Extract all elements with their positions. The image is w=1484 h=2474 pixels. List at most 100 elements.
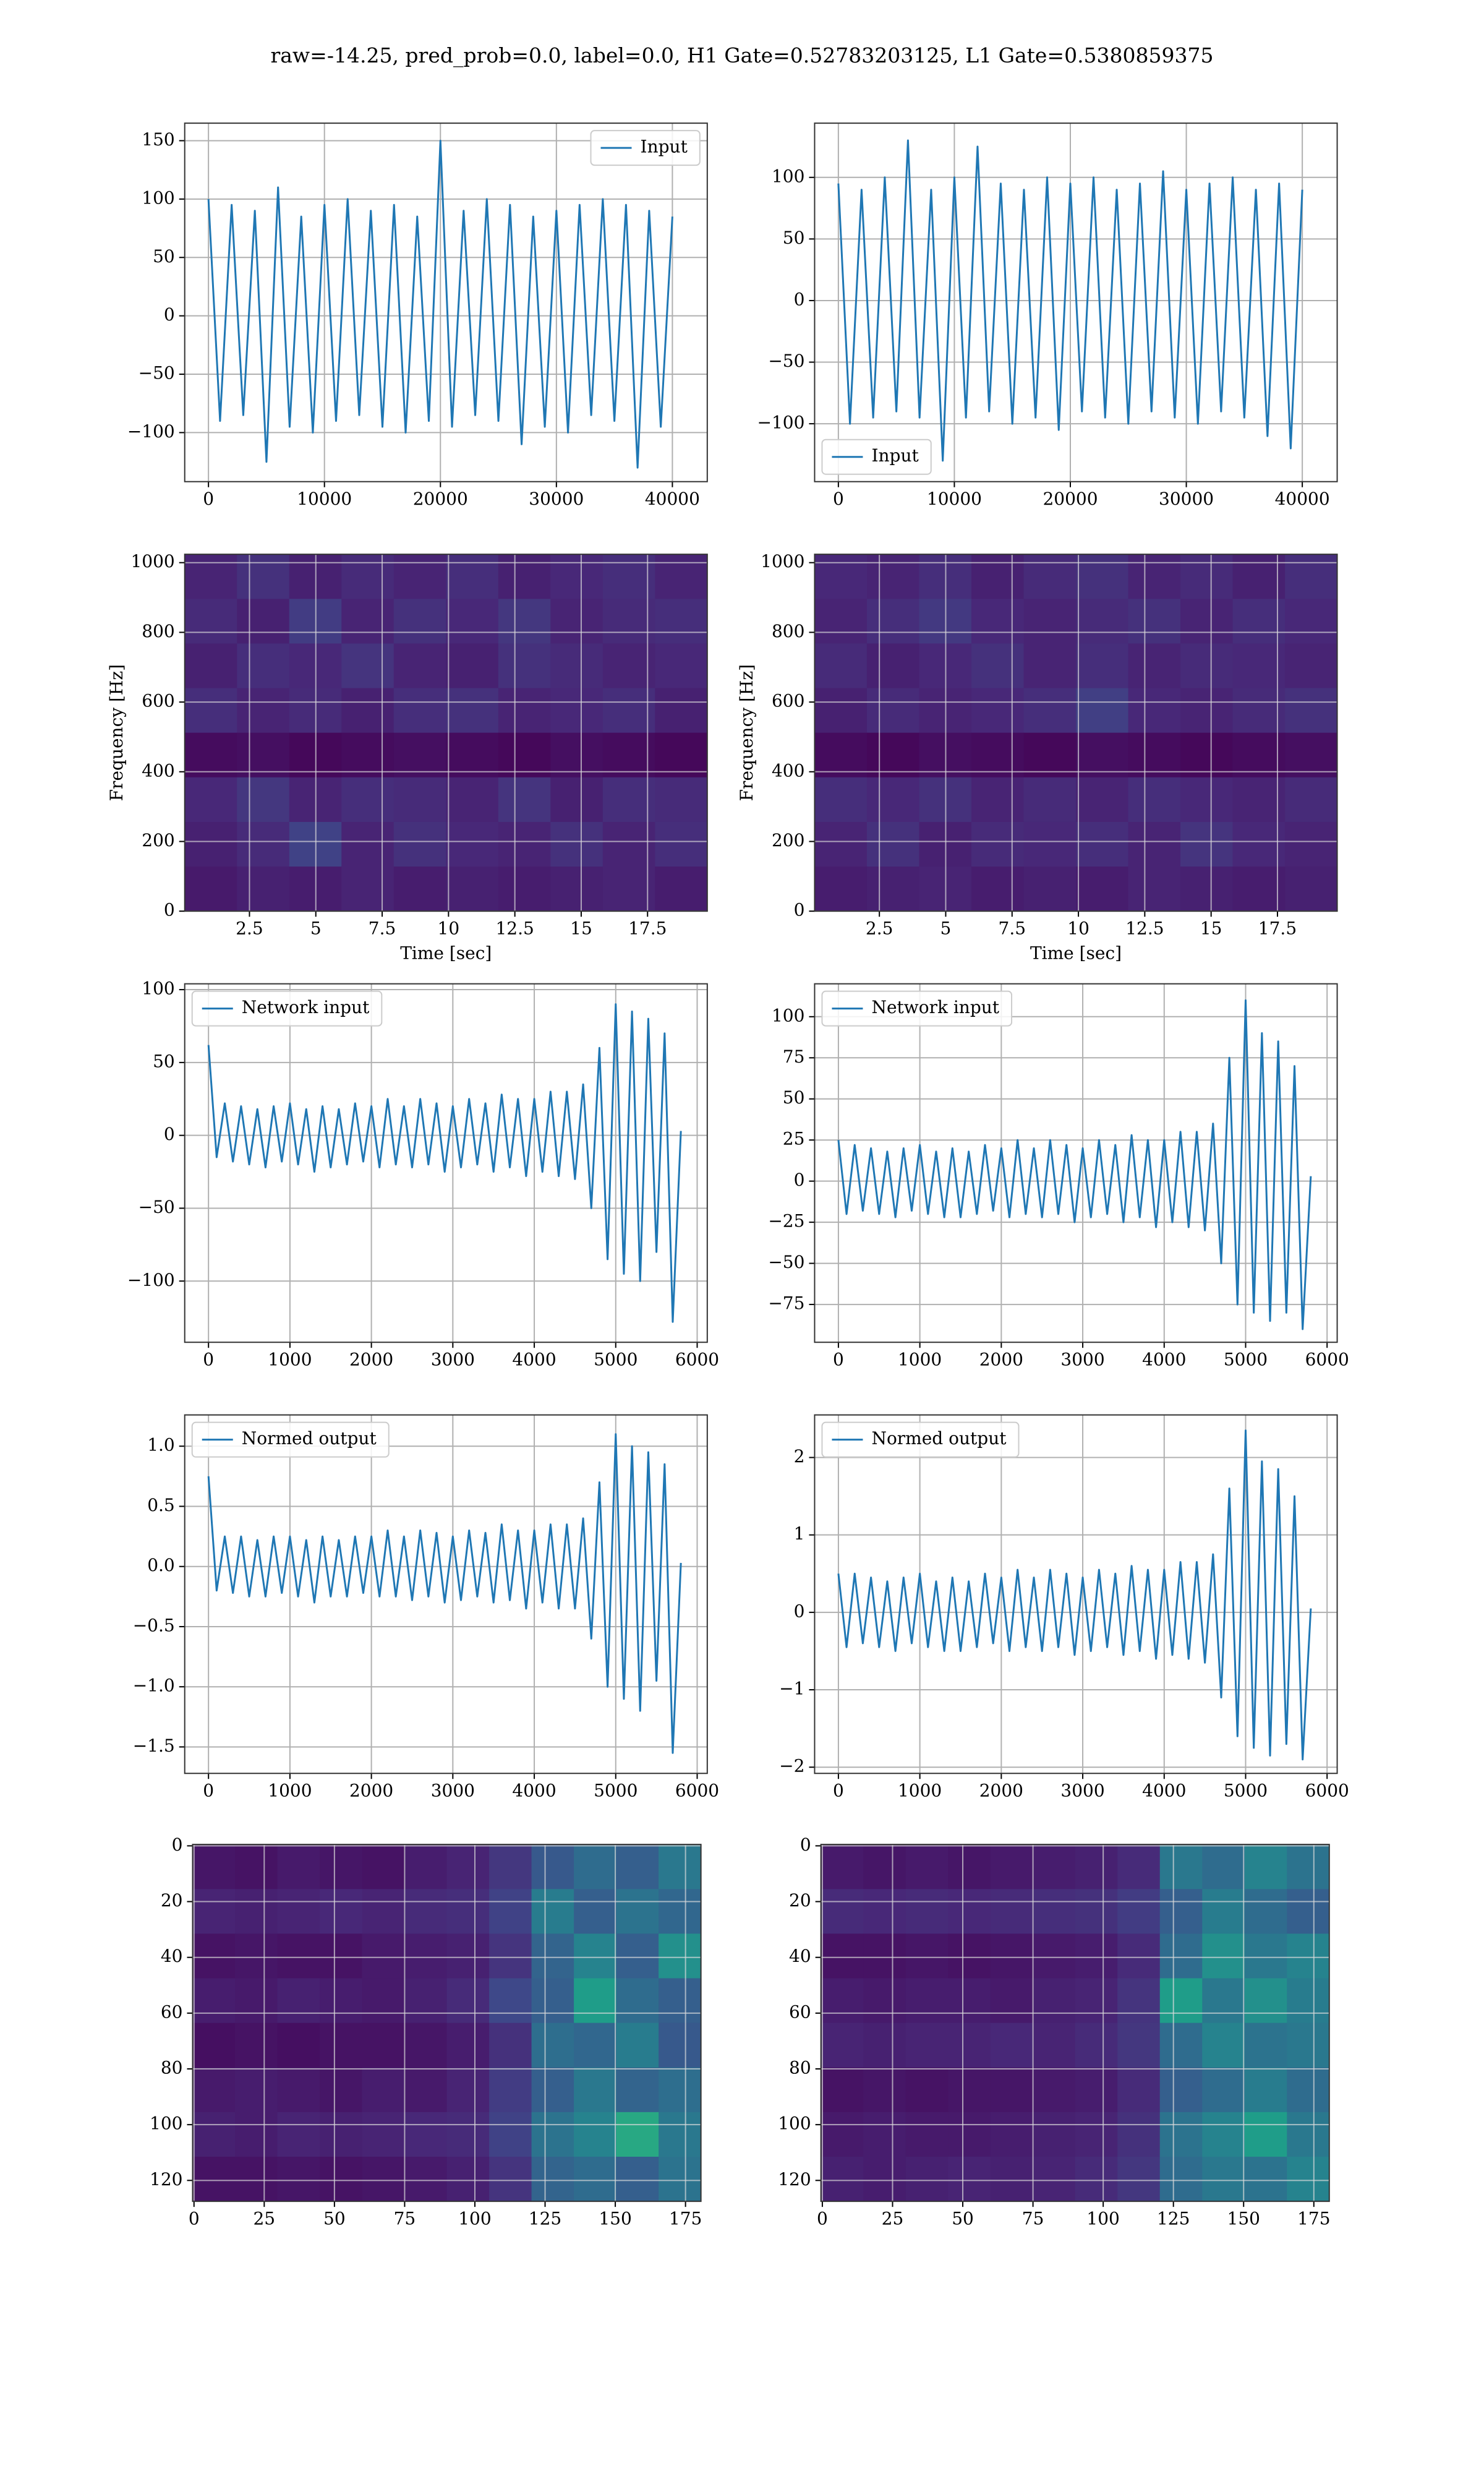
heatmap-cell — [1128, 643, 1181, 689]
heatmap-cell — [814, 732, 868, 778]
y-tick-label: 800 — [142, 621, 174, 641]
plot-area — [814, 1415, 1337, 1774]
heatmap-cell — [1232, 554, 1286, 599]
heatmap-cell — [990, 2157, 1033, 2202]
heatmap-cell — [489, 1978, 532, 2024]
y-tick-label: 150 — [142, 129, 174, 150]
y-tick-label: 100 — [778, 2113, 811, 2134]
x-tick-label: 50 — [952, 2209, 974, 2229]
heatmap-cell — [320, 2022, 363, 2068]
heatmap-cell — [971, 777, 1025, 823]
x-tick-label: 0 — [203, 489, 214, 509]
axes-frame — [184, 554, 708, 912]
heatmap-cell — [277, 2022, 320, 2068]
y-tick-label: 2 — [794, 1446, 805, 1466]
heatmap-cell — [320, 2067, 363, 2113]
subplot: 2.5 5 7.5 10 12.5 15 17.5 0 200 400 600 800 1000 Time… — [106, 551, 708, 964]
heatmap-cell — [446, 2112, 490, 2157]
x-tick-label: 1000 — [268, 1781, 312, 1801]
heatmap-cell — [1159, 2112, 1203, 2157]
heatmap-cell — [192, 2112, 236, 2157]
y-tick-label: 0 — [794, 1170, 805, 1190]
heatmap-cell — [235, 1933, 278, 1979]
legend-label: Network input — [242, 997, 370, 1017]
x-tick-label: 25 — [882, 2209, 904, 2229]
heatmap-cell — [341, 821, 394, 867]
legend-label: Network input — [871, 997, 999, 1017]
x-tick-label: 1000 — [898, 1350, 942, 1370]
heatmap-cell — [948, 2022, 991, 2068]
heatmap-cell — [393, 777, 446, 823]
heatmap-cell — [821, 2112, 864, 2157]
heatmap-cell — [866, 643, 920, 689]
heatmap-cell — [184, 643, 237, 689]
heatmap-cell — [1033, 2157, 1076, 2202]
x-tick-label: 15 — [570, 918, 592, 939]
x-tick-label: 0 — [817, 2209, 828, 2229]
heatmap-cell — [341, 554, 394, 599]
heatmap-cell — [1023, 777, 1077, 823]
subplot: 0 1000 2000 3000 4000 5000 6000 −2 −1 0 1 2 Normed o… — [779, 1414, 1349, 1801]
heatmap-cell — [948, 2157, 991, 2202]
subplot: 0 25 50 75 100 125 150 175 0 20 40 60 80 100 120 — [150, 1834, 702, 2229]
heatmap-cell — [1287, 1889, 1329, 1934]
heatmap-cell — [1075, 2157, 1118, 2202]
heatmap-cell — [574, 2022, 617, 2068]
plot-area — [184, 1415, 707, 1774]
heatmap-cell — [320, 1889, 363, 1934]
heatmap-cell — [1202, 2067, 1245, 2113]
x-tick-label: 3000 — [1060, 1350, 1104, 1370]
heatmap-cell — [362, 2022, 405, 2068]
heatmap-cell — [404, 1889, 448, 1934]
x-tick-label: 5000 — [1224, 1781, 1268, 1801]
heatmap-cell — [498, 821, 551, 867]
plot-area — [821, 1844, 1329, 2202]
heatmap-cell — [863, 2157, 906, 2202]
x-tick-label: 6000 — [1305, 1350, 1349, 1370]
heatmap-cell — [1287, 2112, 1329, 2157]
heatmap-cell — [550, 554, 603, 599]
x-tick-label: 7.5 — [369, 918, 396, 939]
heatmap-cell — [655, 867, 707, 912]
heatmap-cell — [1287, 1978, 1329, 2024]
heatmap-cell — [1244, 2067, 1287, 2113]
heatmap-cell — [192, 2157, 236, 2202]
heatmap-cell — [1076, 554, 1129, 599]
x-tick-label: 4000 — [512, 1350, 556, 1370]
heatmap-cell — [863, 1889, 906, 1934]
heatmap-cell — [1244, 1889, 1287, 1934]
heatmap-cell — [1159, 2067, 1203, 2113]
heatmap-cell — [320, 1933, 363, 1979]
heatmap-cell — [659, 1933, 701, 1979]
heatmap-cell — [659, 1978, 701, 2024]
legend: Network input — [191, 990, 383, 1027]
heatmap-cell — [489, 2067, 532, 2113]
heatmap-cell — [1285, 643, 1337, 689]
y-tick-label: 120 — [150, 2169, 182, 2189]
heatmap-cell — [971, 643, 1025, 689]
heatmap-cell — [404, 1978, 448, 2024]
heatmap-cell — [1033, 1844, 1076, 1890]
y-tick-label: 100 — [772, 166, 804, 186]
heatmap-cell — [1180, 599, 1234, 644]
heatmap-cell — [971, 688, 1025, 734]
plot-area — [814, 123, 1337, 482]
figure-title: raw=-14.25, pred_prob=0.0, label=0.0, H1… — [270, 43, 1213, 68]
heatmap-cell — [1287, 2022, 1329, 2068]
axes-frame — [184, 983, 708, 1343]
heatmap-cell — [341, 777, 394, 823]
heatmap-cell — [1076, 643, 1129, 689]
y-tick-label: 400 — [772, 760, 804, 781]
subplot: 0 10000 20000 30000 40000 −100 −50 0 50 100 150 Inp… — [127, 122, 708, 509]
x-tick-label: 10 — [438, 918, 460, 939]
heatmap-cell — [971, 554, 1025, 599]
y-tick-label: 120 — [778, 2169, 811, 2189]
y-tick-label: 1.0 — [147, 1435, 175, 1455]
heatmap-cell — [574, 1889, 617, 1934]
heatmap-cell — [362, 1844, 405, 1890]
y-tick-label: 200 — [772, 830, 804, 850]
heatmap-cell — [1232, 777, 1286, 823]
subplot: 2.5 5 7.5 10 12.5 15 17.5 0 200 400 600 800 1000 Time… — [736, 551, 1338, 964]
heatmap-cell — [498, 867, 551, 912]
heatmap-cell — [1076, 821, 1129, 867]
